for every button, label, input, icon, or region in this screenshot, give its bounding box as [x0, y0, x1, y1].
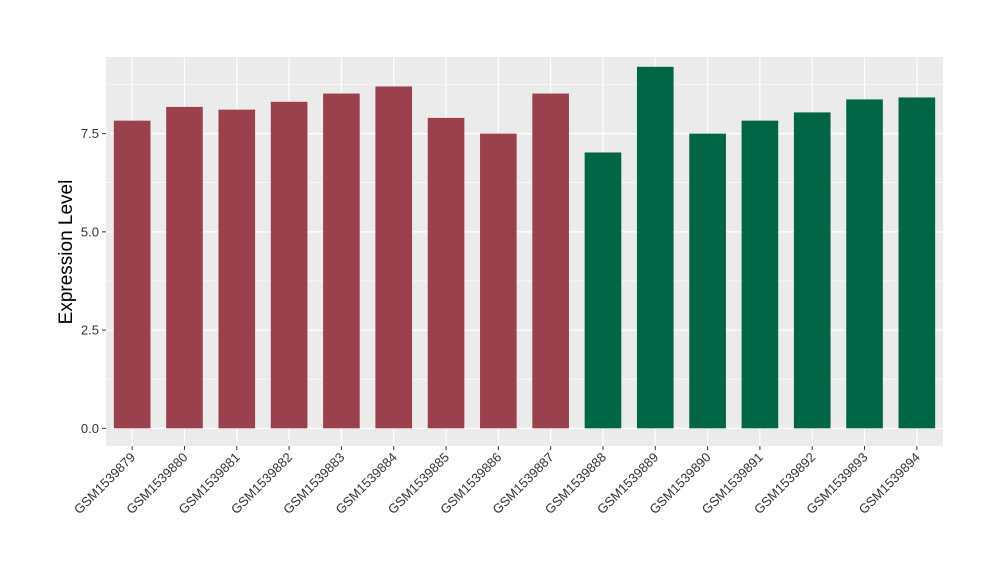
x-axis: GSM1539879GSM1539880GSM1539881GSM1539882…	[71, 446, 923, 517]
y-axis-title: Expression Level	[56, 180, 77, 325]
bar-GSM1539880	[166, 106, 203, 429]
y-axis: 0.0 2.5 5.0 7.5	[81, 126, 106, 436]
bar-GSM1539885	[427, 117, 465, 429]
bar-GSM1539879	[113, 120, 151, 429]
bar-GSM1539887	[532, 93, 569, 429]
bar-GSM1539890	[689, 133, 726, 429]
bar-GSM1539882	[270, 101, 308, 429]
y-tick-label: 2.5	[81, 323, 99, 338]
y-tick-label: 7.5	[81, 126, 99, 141]
bar-GSM1539892	[793, 112, 831, 429]
bar-GSM1539886	[480, 133, 517, 429]
y-tick-label: 5.0	[81, 224, 99, 239]
bar-GSM1539891	[741, 120, 779, 429]
bars	[113, 66, 936, 429]
bar-GSM1539884	[375, 86, 413, 429]
bar-GSM1539893	[846, 99, 883, 429]
bar-GSM1539888	[584, 152, 622, 429]
bar-GSM1539881	[218, 109, 256, 429]
bar-GSM1539889	[636, 66, 674, 429]
bar-GSM1539894	[898, 97, 936, 429]
bar-GSM1539883	[323, 93, 360, 429]
y-tick-label: 0.0	[81, 421, 99, 436]
